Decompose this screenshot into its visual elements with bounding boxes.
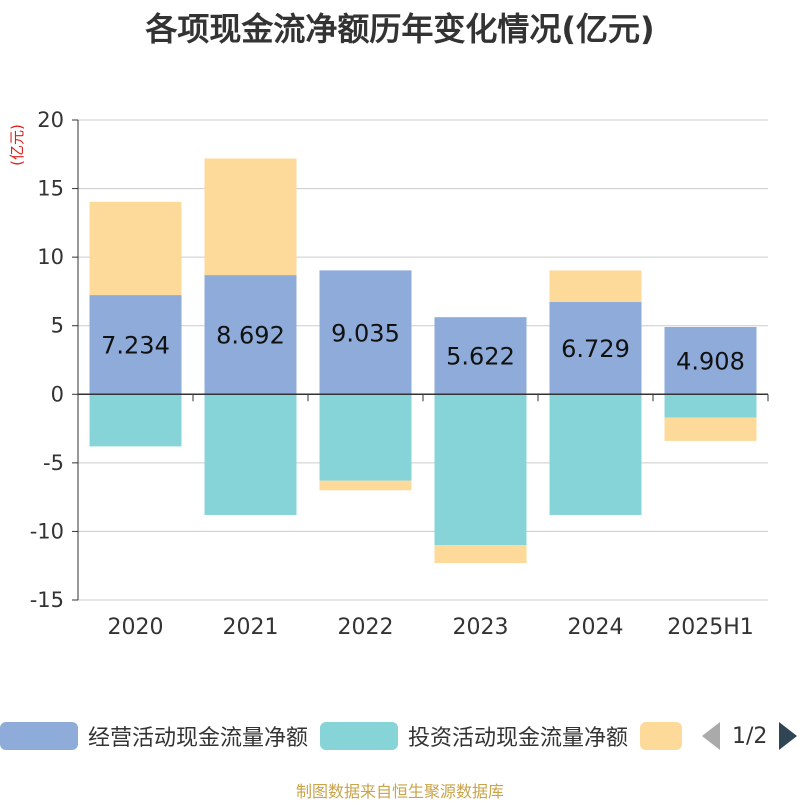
data-label-2025H1: 4.908 [676,348,745,376]
legend-item-investing[interactable]: 投资活动现金流量净额 [320,716,628,756]
legend-page-indicator: 1/2 [732,723,768,749]
bar-2020-series-2 [89,201,182,296]
y-tick-label: 5 [51,314,64,338]
x-tick-label: 2023 [453,615,509,640]
legend-label: 经营活动现金流量净额 [88,726,309,751]
bar-2025H1-series-0 [664,326,757,395]
bar-chart: 20 15 10 5 0 -5 -10 -15 (亿元) 7.234 8.692 9.035 5.622… [8,108,769,640]
y-tick-label: -10 [30,519,64,543]
bar-2022-series-2 [319,480,412,491]
data-label-2020: 7.234 [101,332,170,360]
bar-2025H1-series-1 [664,394,757,418]
bar-2021-series-1 [204,394,297,515]
legend-swatch [0,722,78,750]
bar-2022-series-1 [319,394,412,481]
bar-2022-series-0 [319,270,412,395]
x-tick-label: 2021 [223,615,279,640]
source-note: 制图数据来自恒生聚源数据库 [295,782,504,801]
legend: 经营活动现金流量净额 投资活动现金流量净额 1/2 [0,716,800,756]
x-tick-label: 2022 [338,615,394,640]
legend-label: 投资活动现金流量净额 [408,726,629,751]
legend-item-financing[interactable] [640,716,682,756]
legend-next-icon[interactable] [779,722,798,750]
bar-2021-series-0 [204,275,297,395]
legend-swatch [320,722,398,750]
chart-title: 各项现金流净额历年变化情况(亿元) [145,10,655,48]
bar-2024-series-2 [549,270,642,303]
x-tick-label: 2020 [108,615,164,640]
data-label-2021: 8.692 [216,322,285,350]
bar-2024-series-0 [549,302,642,395]
y-tick-label: 15 [37,177,64,201]
bar-2023-series-0 [434,317,527,395]
y-tick-label: -5 [43,451,64,475]
bar-2025H1-series-2 [664,417,757,441]
bar-2023-series-2 [434,545,527,563]
bar-2020-series-1 [89,394,182,447]
legend-prev-icon[interactable] [702,722,720,750]
legend-swatch [640,722,682,750]
x-tick-label: 2024 [568,615,624,640]
legend-pager: 1/2 [702,716,798,756]
data-label-2023: 5.622 [446,343,515,371]
legend-item-operating[interactable]: 经营活动现金流量净额 [0,716,308,756]
y-tick-label: 10 [37,245,64,269]
x-tick-label: 2025H1 [667,615,754,640]
y-axis-label: (亿元) [8,124,26,166]
bar-2023-series-1 [434,394,527,546]
y-tick-label: 20 [37,108,64,132]
data-label-2024: 6.729 [561,335,630,363]
y-tick-label: -15 [30,588,64,612]
bar-2024-series-1 [549,394,642,515]
bar-2020-series-0 [89,295,182,395]
y-tick-label: 0 [51,382,64,406]
bar-2021-series-2 [204,158,297,276]
data-label-2022: 9.035 [331,319,400,347]
